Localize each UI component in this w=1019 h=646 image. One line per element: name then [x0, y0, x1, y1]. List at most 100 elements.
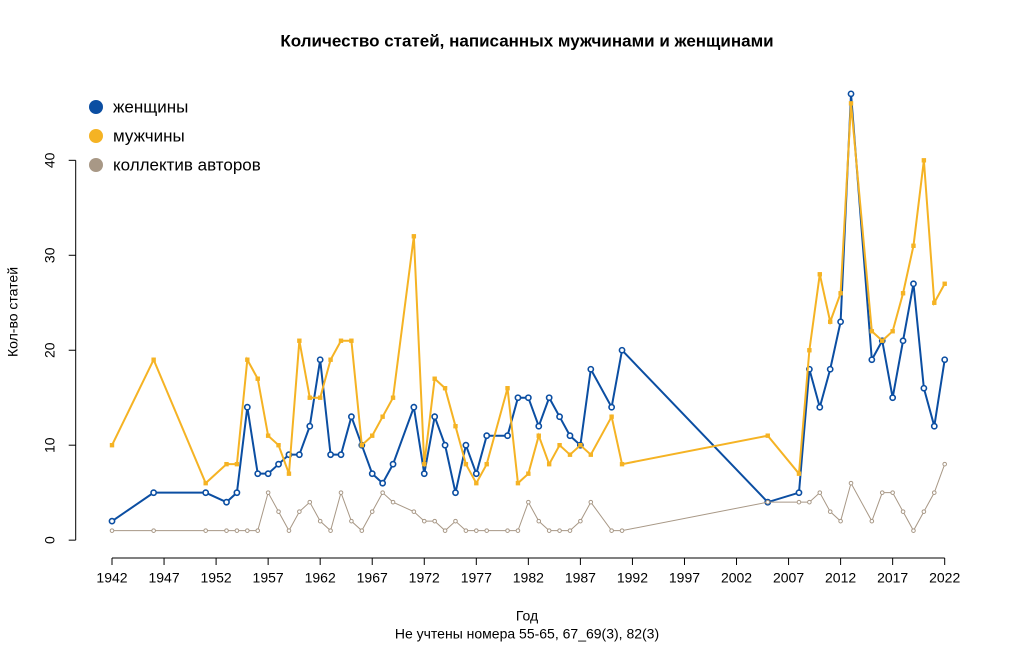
point	[868, 356, 876, 364]
point	[807, 499, 812, 505]
point	[431, 413, 439, 421]
point	[827, 319, 833, 324]
series-line	[111, 103, 946, 486]
legend-label: женщины	[113, 97, 188, 116]
point	[421, 518, 427, 524]
series	[109, 101, 947, 486]
point	[327, 451, 334, 459]
point	[838, 518, 843, 524]
legend: женщины мужчины коллектив авторов	[89, 97, 261, 174]
point	[880, 338, 885, 343]
point	[608, 403, 616, 411]
y-tick-label: 10	[41, 437, 57, 453]
x-tick-label: 2007	[773, 570, 804, 586]
x-tick-label: 2002	[721, 570, 752, 586]
point	[420, 470, 428, 478]
x-tick-label: 1982	[513, 570, 544, 586]
point	[286, 528, 292, 533]
point	[422, 461, 427, 467]
point	[474, 528, 479, 533]
point	[515, 480, 521, 486]
point	[234, 461, 240, 467]
point	[869, 329, 875, 334]
point	[276, 509, 281, 514]
x-tick-label: 1957	[253, 570, 284, 586]
point	[224, 461, 229, 467]
point	[463, 461, 469, 467]
point	[588, 499, 594, 505]
point	[557, 442, 562, 448]
point	[359, 528, 365, 533]
point	[369, 509, 375, 514]
point	[234, 528, 240, 533]
point	[379, 479, 387, 487]
point	[370, 433, 375, 438]
point	[328, 528, 333, 533]
point	[338, 490, 344, 495]
x-tick-label: 2017	[877, 570, 908, 586]
x-tick-label: 2012	[825, 570, 856, 586]
point	[578, 518, 583, 524]
x-tick-label: 1962	[305, 570, 336, 586]
point	[108, 517, 116, 525]
point	[618, 346, 626, 354]
point	[295, 451, 303, 459]
point	[442, 386, 448, 391]
point	[348, 413, 355, 421]
point	[816, 403, 824, 411]
x-tick-label: 2022	[929, 570, 960, 586]
point	[233, 489, 241, 497]
point	[265, 433, 271, 438]
point	[223, 498, 230, 506]
point	[505, 528, 510, 533]
point	[817, 272, 822, 277]
point	[848, 480, 854, 486]
x-tick-label: 1992	[617, 570, 648, 586]
point	[432, 518, 437, 524]
series-line	[112, 464, 946, 532]
point	[921, 158, 927, 163]
point	[453, 424, 458, 429]
legend-swatch	[89, 100, 103, 114]
point	[557, 528, 562, 533]
point	[524, 394, 532, 402]
legend-swatch	[89, 129, 103, 143]
point	[869, 518, 875, 524]
point	[847, 90, 855, 98]
point	[879, 490, 885, 495]
point	[932, 300, 937, 305]
point	[817, 490, 823, 495]
point	[536, 518, 542, 524]
point	[151, 357, 156, 362]
point	[203, 528, 208, 533]
point	[243, 403, 251, 411]
subtitle: Не учтены номера 55-65, 67_69(3), 82(3)	[395, 626, 659, 642]
point	[202, 489, 210, 497]
point	[389, 460, 397, 468]
point	[380, 414, 385, 419]
point	[245, 528, 250, 533]
point	[505, 386, 510, 391]
point	[900, 291, 906, 296]
point	[245, 357, 250, 362]
series	[109, 461, 947, 533]
point	[254, 470, 262, 478]
y-tick-label: 30	[41, 247, 57, 263]
point	[526, 499, 531, 505]
point	[453, 518, 458, 524]
point	[504, 432, 511, 440]
point	[546, 528, 552, 533]
point	[588, 452, 594, 457]
point	[328, 357, 333, 362]
point	[556, 413, 563, 421]
point	[795, 489, 803, 497]
point	[535, 422, 543, 430]
point	[514, 394, 522, 402]
point	[442, 528, 448, 533]
point	[349, 518, 354, 524]
point	[899, 337, 907, 345]
x-tick-label: 1947	[148, 570, 179, 586]
point	[264, 470, 272, 478]
point	[411, 234, 417, 239]
